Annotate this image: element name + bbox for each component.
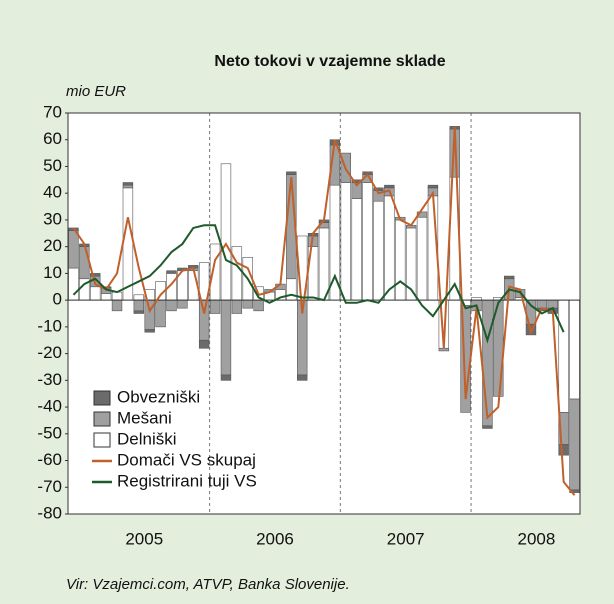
bar <box>144 329 155 333</box>
bar <box>133 299 145 312</box>
legend-label: Domači VS skupaj <box>117 450 256 469</box>
bar <box>362 182 373 301</box>
x-tick-label: 2008 <box>518 529 556 548</box>
bar <box>68 230 79 269</box>
bar <box>198 339 210 349</box>
legend-label: Mešani <box>117 408 172 427</box>
bar <box>122 182 134 186</box>
legend-swatch <box>93 411 111 427</box>
y-tick-label: -60 <box>37 450 62 469</box>
line <box>72 224 565 344</box>
bar <box>100 293 112 301</box>
source: Vir: Vzajemci.com, ATVP, Banka Slovenije… <box>66 576 350 593</box>
bar <box>373 200 384 301</box>
bar <box>209 299 221 314</box>
legend-swatch <box>93 432 111 448</box>
y-tick-label: -20 <box>37 343 62 362</box>
bar <box>416 216 428 301</box>
bar <box>569 299 580 400</box>
bar <box>416 211 428 218</box>
y-tick-label: -80 <box>37 503 62 522</box>
bar <box>177 299 188 309</box>
bar <box>351 198 362 301</box>
bar <box>166 299 177 312</box>
legend-label: Delniški <box>117 429 177 448</box>
bar <box>318 227 330 301</box>
y-tick-label: -30 <box>37 370 62 389</box>
bar <box>220 374 232 381</box>
bar <box>133 310 145 314</box>
chart-title: Neto tokovi v vzajemne sklade <box>214 53 445 70</box>
bar <box>395 219 406 301</box>
bar <box>286 171 297 175</box>
bar <box>68 267 79 301</box>
legend-label: Obvezniški <box>117 387 200 406</box>
bar <box>111 291 123 301</box>
y-tick-label: 20 <box>43 236 62 255</box>
bar <box>438 347 450 352</box>
bar <box>384 184 395 189</box>
bar <box>482 425 493 429</box>
bar <box>231 299 243 314</box>
bar <box>198 299 210 341</box>
bar <box>373 187 384 191</box>
legend-swatch <box>93 390 111 406</box>
x-tick-label: 2007 <box>387 529 425 548</box>
bar <box>340 182 351 301</box>
y-tick-label: 0 <box>53 290 62 309</box>
bar <box>286 278 297 301</box>
bar <box>569 398 580 491</box>
bar <box>79 246 90 280</box>
bar <box>220 299 232 376</box>
plot-frame <box>67 112 581 515</box>
x-tick-label: 2006 <box>256 529 294 548</box>
bar <box>569 489 580 493</box>
bar <box>384 195 395 301</box>
line <box>72 126 576 496</box>
y-tick-label: -40 <box>37 397 62 416</box>
y-tick-label: 10 <box>43 263 62 282</box>
bar <box>558 299 569 413</box>
bar <box>90 273 101 277</box>
bar <box>166 270 177 274</box>
y-tick-label: 30 <box>43 209 62 228</box>
bar <box>122 187 134 301</box>
bar <box>242 299 253 309</box>
y-tick-label: 50 <box>43 156 62 175</box>
bar <box>547 299 558 309</box>
bar <box>536 299 548 309</box>
y-tick-label: 40 <box>43 183 62 202</box>
x-tick-label: 2005 <box>125 529 163 548</box>
legend-label: Registrirani tuji VS <box>117 471 257 490</box>
bar <box>297 374 308 381</box>
y-tick-label: 70 <box>43 102 62 121</box>
y-tick-label: -70 <box>37 477 62 496</box>
bar <box>220 163 232 301</box>
bar <box>111 299 123 312</box>
bar <box>231 246 243 301</box>
y-tick-label: -50 <box>37 423 62 442</box>
bar <box>90 286 101 301</box>
y-axis-label: mio EUR <box>66 83 126 100</box>
bar <box>427 184 439 189</box>
bar <box>253 299 264 312</box>
bar <box>558 444 569 456</box>
bar <box>155 299 166 328</box>
y-tick-label: 60 <box>43 129 62 148</box>
y-tick-label: -10 <box>37 316 62 335</box>
bar <box>122 184 134 189</box>
bar <box>133 294 145 301</box>
bar <box>503 275 515 280</box>
bar <box>482 299 493 427</box>
